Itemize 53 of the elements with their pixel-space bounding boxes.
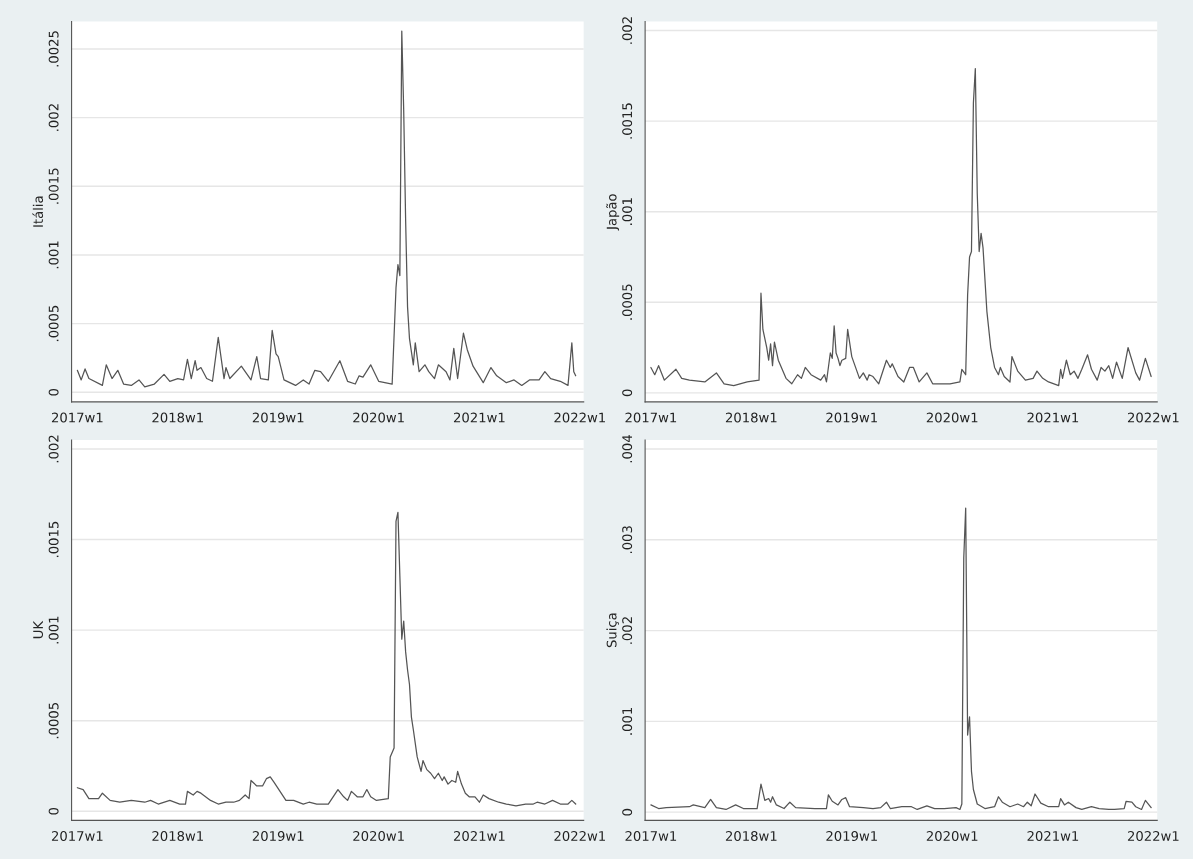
y-tick-label: 0: [48, 388, 59, 396]
y-tick-label: .0015: [48, 521, 59, 558]
x-tick-label: 2022w1: [554, 830, 605, 841]
line-series: [76, 30, 577, 388]
x-tick-label: 2022w1: [554, 412, 605, 423]
x-tick-label: 2021w1: [453, 412, 505, 423]
y-axis-title: Japão: [606, 194, 620, 231]
x-tick-label: 2021w1: [1027, 830, 1079, 841]
x-tick-label: 2022w1: [1127, 412, 1179, 423]
y-tick-label: .002: [48, 104, 59, 131]
x-tick-label: 2019w1: [252, 830, 304, 841]
x-tick-label: 2017w1: [625, 830, 677, 841]
x-tick-label: 2017w1: [51, 830, 103, 841]
x-tick-label: 2021w1: [1027, 412, 1079, 423]
y-axis-title: Suiça: [606, 613, 619, 648]
x-tick-label: 2020w1: [353, 830, 404, 841]
x-tick-label: 2020w1: [926, 412, 978, 423]
y-tick-label: .001: [48, 241, 59, 269]
x-tick-label: 2017w1: [51, 412, 103, 423]
x-tick-label: 2021w1: [453, 830, 505, 841]
y-tick-label: .0005: [622, 284, 633, 320]
y-tick-label: .0025: [48, 31, 59, 67]
y-tick-label: 0: [622, 389, 633, 397]
y-tick-label: .004: [622, 435, 633, 463]
y-axis-title: UK: [33, 620, 44, 639]
y-tick-label: .001: [48, 616, 59, 644]
x-tick-label: 2022w1: [1127, 830, 1179, 841]
y-tick-label: .0015: [48, 168, 59, 204]
y-tick-label: .003: [622, 526, 633, 554]
y-tick-label: .0005: [48, 305, 59, 342]
x-tick-label: 2019w1: [252, 412, 304, 423]
x-tick-label: 2018w1: [725, 412, 777, 423]
y-tick-label: .0005: [48, 702, 59, 739]
y-tick-label: .002: [48, 435, 59, 463]
x-tick-label: 2020w1: [353, 412, 404, 423]
y-tick-label: .001: [622, 198, 633, 225]
x-tick-label: 2018w1: [152, 830, 203, 841]
y-tick-label: .002: [622, 617, 633, 644]
x-tick-label: 2020w1: [926, 830, 978, 841]
y-tick-label: 0: [622, 808, 633, 816]
x-tick-label: 2017w1: [625, 412, 677, 423]
y-tick-label: .001: [622, 707, 633, 735]
x-tick-label: 2018w1: [725, 830, 777, 841]
x-tick-label: 2019w1: [826, 830, 877, 841]
x-tick-label: 2018w1: [152, 412, 203, 423]
y-axis-title: Itália: [32, 196, 44, 227]
x-tick-label: 2019w1: [826, 412, 877, 423]
line-series: [650, 67, 1152, 387]
y-tick-label: .002: [622, 17, 633, 44]
y-tick-label: 0: [48, 807, 59, 815]
line-series: [650, 507, 1152, 811]
line-series: [76, 511, 577, 807]
y-tick-label: .0015: [622, 103, 633, 139]
